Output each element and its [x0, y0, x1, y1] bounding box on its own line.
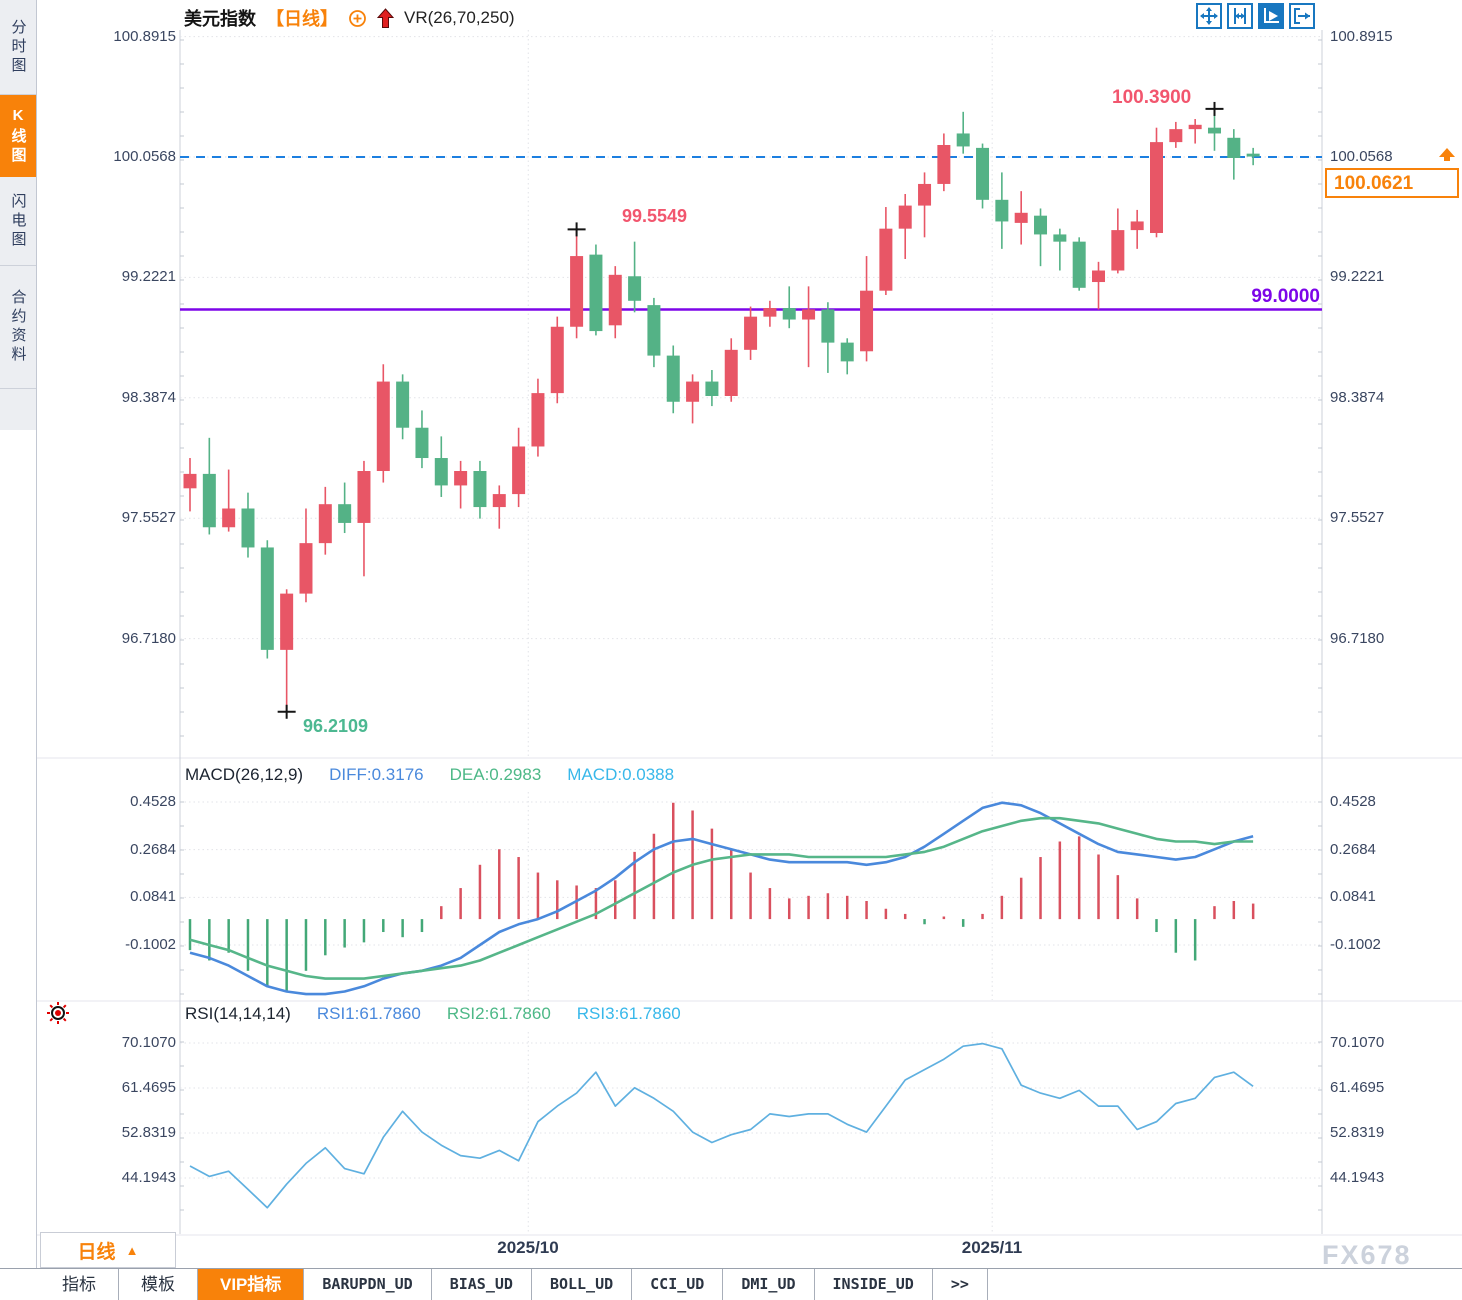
pan-icon[interactable] [1196, 3, 1222, 29]
current-price-tag: 100.0621 [1325, 168, 1459, 198]
rsi2-value: RSI2:61.7860 [446, 1004, 551, 1023]
macd-y-label-right-1: 0.2684 [1330, 840, 1376, 858]
macd-y-label-left-2: 0.0841 [130, 888, 176, 906]
collapse-right-icon[interactable] [1289, 3, 1315, 29]
rsi-header: RSI(14,14,14) RSI1:61.7860 RSI2:61.7860 … [185, 1004, 681, 1024]
rsi-y-label-left-1: 61.4695 [121, 1079, 176, 1096]
sidebar-item-3[interactable]: 合约资料 [0, 266, 36, 389]
price-y-label-left-3: 98.3874 [121, 388, 176, 406]
bottom-tab-1[interactable]: 模板 [119, 1269, 198, 1300]
axis-zoom-icon[interactable] [1227, 3, 1253, 29]
indicator-tab-bar: 指标 模板 VIP指标 BARUPDN_UD BIAS_UD BOLL_UD CCI_UD D… [0, 1268, 1462, 1300]
instrument-title: 美元指数 [184, 9, 256, 29]
alert-sun-icon [47, 1002, 69, 1024]
price-y-label-left-0: 100.8915 [113, 27, 176, 45]
macd-y-label-left-1: 0.2684 [130, 840, 176, 858]
bottom-tab-6[interactable]: CCI_UD [632, 1269, 724, 1300]
macd-y-label-right-3: -0.1002 [1330, 936, 1381, 953]
price-y-label-right-5: 96.7180 [1330, 629, 1385, 647]
macd-header: MACD(26,12,9) DIFF:0.3176 DEA:0.2983 MAC… [185, 765, 674, 785]
rsi1-value: RSI1:61.7860 [316, 1004, 421, 1023]
rsi-y-label-right-3: 44.1943 [1330, 1169, 1385, 1186]
indicator-label: VR(26,70,250) [404, 8, 515, 27]
macd-macd-value: MACD:0.0388 [567, 765, 675, 784]
annotation-mid-peak-price: 99.5549 [622, 206, 688, 226]
annotation-low-price: 96.2109 [303, 716, 369, 736]
bottom-tab-5[interactable]: BOLL_UD [532, 1269, 633, 1300]
rsi-y-label-left-3: 44.1943 [121, 1169, 176, 1186]
bottom-tab-7[interactable]: DMI_UD [723, 1269, 815, 1300]
price-y-label-left-5: 96.7180 [121, 629, 176, 647]
sidebar-item-2[interactable]: 闪电图 [0, 177, 36, 266]
bottom-tab-2[interactable]: VIP指标 [198, 1269, 305, 1300]
sidebar-item-1[interactable]: K线图 [0, 95, 36, 177]
chart-toolbar [1196, 3, 1315, 29]
add-indicator-icon[interactable] [348, 9, 367, 28]
macd-dea-value: DEA:0.2983 [449, 765, 542, 784]
rsi-y-label-right-1: 61.4695 [1330, 1079, 1385, 1096]
bottom-tab-9[interactable]: >> [933, 1269, 988, 1300]
macd-y-label-left-3: -0.1002 [125, 936, 176, 953]
watermark: FX678 [1322, 1240, 1412, 1270]
chart-header: 美元指数 【日线】 VR(26,70,250) [184, 4, 515, 32]
rsi-title: RSI(14,14,14) [185, 1004, 291, 1023]
bottom-tab-3[interactable]: BARUPDN_UD [304, 1269, 432, 1300]
rsi-y-label-right-0: 70.1070 [1330, 1034, 1385, 1051]
macd-diff-value: DIFF:0.3176 [329, 765, 424, 784]
price-y-label-right-1: 100.0568 [1330, 148, 1393, 165]
annotation-support-level: 99.0000 [1251, 286, 1320, 307]
price-y-label-right-3: 98.3874 [1330, 388, 1385, 406]
macd-y-label-left-0: 0.4528 [130, 793, 176, 810]
rsi-y-label-left-0: 70.1070 [121, 1034, 176, 1051]
annotation-peak-price: 100.3900 [1112, 87, 1192, 108]
period-tag[interactable]: 【日线】 [266, 9, 338, 29]
x-axis-label-oct: 2025/10 [497, 1238, 559, 1257]
bottom-tab-4[interactable]: BIAS_UD [432, 1269, 532, 1300]
sidebar-item-0[interactable]: 分时图 [0, 0, 36, 95]
price-y-label-left-2: 99.2221 [121, 268, 176, 286]
rsi-y-label-right-2: 52.8319 [1330, 1124, 1385, 1141]
period-selector-button[interactable]: 日线 ▲ [40, 1232, 176, 1268]
rsi3-value: RSI3:61.7860 [576, 1004, 681, 1023]
price-y-label-left-1: 100.0568 [113, 148, 176, 165]
chevron-up-icon: ▲ [125, 1242, 139, 1258]
macd-title: MACD(26,12,9) [185, 765, 304, 784]
period-selector-label: 日线 [77, 1241, 116, 1263]
sidebar: 分时图 K线图 闪电图 合约资料 [0, 0, 36, 430]
price-y-label-left-4: 97.5527 [121, 509, 176, 527]
price-y-label-right-2: 99.2221 [1330, 268, 1385, 286]
macd-y-label-right-0: 0.4528 [1330, 793, 1376, 810]
bottom-tab-0[interactable]: 指标 [40, 1269, 119, 1300]
sidebar-rail [0, 0, 37, 1300]
price-y-label-right-4: 97.5527 [1330, 509, 1385, 527]
rsi-y-label-left-2: 52.8319 [121, 1124, 176, 1141]
price-up-arrow-icon [1439, 148, 1455, 161]
pointer-mode-icon[interactable] [1258, 3, 1284, 29]
macd-y-label-right-2: 0.0841 [1330, 888, 1376, 906]
price-y-label-right-0: 100.8915 [1330, 27, 1393, 45]
up-arrow-icon [377, 7, 394, 28]
bottom-tab-8[interactable]: INSIDE_UD [815, 1269, 933, 1300]
x-axis-label-nov: 2025/11 [961, 1238, 1023, 1257]
